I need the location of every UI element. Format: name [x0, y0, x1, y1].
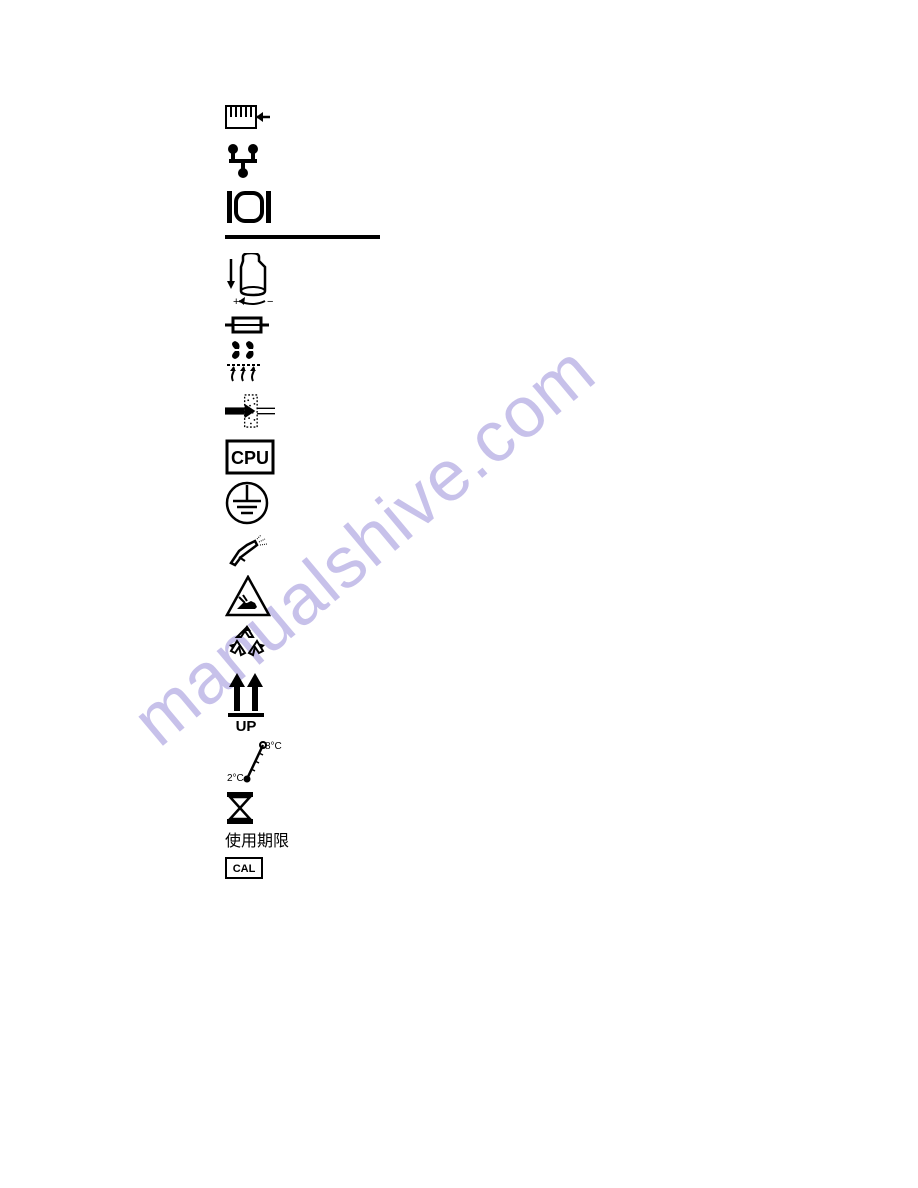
icon-row	[225, 105, 425, 137]
icon-row: + −	[225, 253, 425, 309]
up-text: UP	[236, 718, 257, 733]
icon-row	[225, 575, 425, 617]
icon-row	[225, 531, 425, 569]
fan-heat-icon	[225, 341, 275, 383]
temp-low: 2°C	[227, 773, 244, 784]
ground-icon	[225, 481, 275, 525]
scale-left-icon	[225, 105, 275, 137]
icon-row	[225, 315, 425, 335]
up-arrows-icon: UP	[225, 671, 275, 733]
cal-icon: CAL	[225, 857, 275, 879]
svg-text:−: −	[267, 296, 273, 308]
icon-row	[225, 791, 425, 825]
screen-icon	[225, 189, 275, 225]
icon-row	[225, 391, 425, 431]
connector-icon	[225, 143, 275, 183]
icon-row	[225, 623, 425, 665]
icon-row	[225, 143, 425, 183]
icon-row: CPU	[225, 439, 425, 475]
icon-row: CAL	[225, 857, 425, 879]
svg-text:+: +	[233, 296, 239, 308]
fuse-icon	[225, 315, 275, 335]
insert-strip-icon	[225, 391, 275, 431]
hourglass-icon	[225, 791, 275, 825]
icon-row: UP	[225, 671, 425, 733]
cpu-icon: CPU	[225, 439, 275, 475]
icon-row	[225, 481, 425, 525]
spray-gun-icon	[225, 531, 275, 569]
expiry-label: 使用期限	[225, 827, 425, 851]
temperature-range-icon: 2°C 8°C	[225, 739, 285, 785]
icon-row	[225, 341, 425, 383]
cpu-text: CPU	[231, 448, 269, 468]
icon-row: 2°C 8°C	[225, 739, 425, 785]
section-divider	[225, 235, 380, 239]
icon-list: + −	[225, 105, 425, 885]
icon-row	[225, 189, 425, 225]
cal-text: CAL	[233, 863, 256, 875]
hand-warning-icon	[225, 575, 275, 617]
lamp-rotate-icon: + −	[225, 253, 275, 309]
temp-high: 8°C	[265, 741, 282, 752]
recycle-icon	[225, 623, 275, 665]
